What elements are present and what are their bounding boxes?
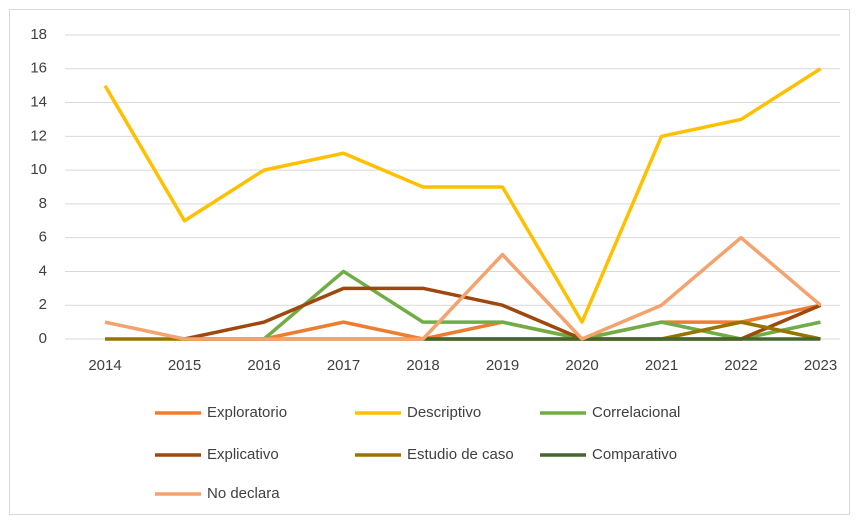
y-tick-label: 12 (30, 127, 47, 144)
x-tick-label: 2018 (406, 357, 439, 374)
legend-label: No declara (207, 485, 280, 502)
y-tick-label: 18 (30, 26, 47, 43)
legend-label: Explicativo (207, 446, 279, 463)
x-tick-label: 2016 (247, 357, 280, 374)
y-tick-label: 2 (39, 296, 47, 313)
legend-label: Estudio de caso (407, 446, 514, 463)
x-tick-label: 2020 (565, 357, 598, 374)
x-tick-label: 2021 (645, 357, 678, 374)
legend-label: Correlacional (592, 404, 680, 421)
y-tick-label: 10 (30, 161, 47, 178)
chart-frame (9, 9, 850, 515)
y-tick-label: 16 (30, 60, 47, 77)
x-tick-label: 2019 (486, 357, 519, 374)
legend-label: Descriptivo (407, 404, 481, 421)
x-tick-label: 2014 (88, 357, 121, 374)
x-tick-label: 2017 (327, 357, 360, 374)
y-tick-label: 4 (39, 262, 47, 279)
x-tick-label: 2015 (168, 357, 201, 374)
y-tick-label: 6 (39, 229, 47, 246)
series-line (103, 67, 822, 324)
y-tick-label: 8 (39, 195, 47, 212)
x-tick-label: 2023 (804, 357, 837, 374)
series-line (262, 269, 821, 341)
series-line (104, 235, 822, 341)
y-tick-label: 14 (30, 94, 47, 111)
x-tick-label: 2022 (724, 357, 757, 374)
y-tick-label: 0 (39, 330, 47, 347)
legend-label: Comparativo (592, 446, 677, 463)
legend-label: Exploratorio (207, 404, 287, 421)
